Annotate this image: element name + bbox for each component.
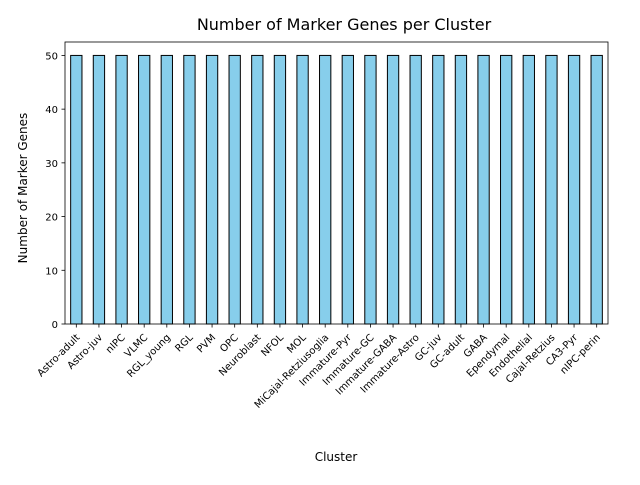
x-axis-label: Cluster xyxy=(315,450,358,464)
bar-nIPC-perin xyxy=(590,54,603,325)
bar-CA3-Pyr xyxy=(567,54,581,325)
bar-nIPC xyxy=(115,54,128,325)
bar-Cajal-Retzius xyxy=(545,54,558,325)
bar-RGL_young xyxy=(160,54,173,325)
bar-GC-juv xyxy=(432,54,445,325)
y-tick-label: 30 xyxy=(45,159,58,170)
bar-VLMC xyxy=(138,54,151,325)
bar-MiCajal-Retziusoglia xyxy=(319,54,332,325)
bar-Neuroblast xyxy=(251,54,264,325)
y-tick-label: 0 xyxy=(52,320,58,331)
x-tick-label: NFOL xyxy=(259,332,286,359)
bar-Immature-Pyr xyxy=(341,54,354,325)
y-axis-label: Number of Marker Genes xyxy=(16,113,30,264)
bar-Astro-juv xyxy=(92,54,106,325)
bar-GC-adult xyxy=(454,54,468,325)
y-axis-ticks: 0 10 20 30 40 50 xyxy=(45,51,65,331)
bar-Endothelial xyxy=(522,54,535,325)
bar-RGL xyxy=(183,54,196,325)
bar-Immature-GC xyxy=(364,54,377,325)
bar-NFOL xyxy=(273,54,287,325)
bar-OPC xyxy=(228,54,241,325)
bar-PVM xyxy=(205,54,219,325)
y-tick-label: 40 xyxy=(45,105,58,116)
bar-series xyxy=(70,54,603,325)
bar-Astro-adult xyxy=(70,54,83,325)
chart-title: Number of Marker Genes per Cluster xyxy=(197,15,492,34)
x-tick-label: RGL xyxy=(173,332,195,354)
y-tick-label: 20 xyxy=(45,213,58,224)
bar-Immature-Astro xyxy=(409,54,422,325)
bar-Immature-GABA xyxy=(386,54,400,325)
x-tick-label: PVM xyxy=(195,332,218,355)
plot-frame xyxy=(64,41,609,325)
y-tick-label: 50 xyxy=(45,51,58,62)
bar-MOL xyxy=(296,54,309,325)
y-tick-label: 10 xyxy=(45,266,58,277)
bar-Ependymal xyxy=(500,54,513,325)
bar-GABA xyxy=(477,54,490,325)
x-tick-label: Neuroblast xyxy=(217,332,263,378)
